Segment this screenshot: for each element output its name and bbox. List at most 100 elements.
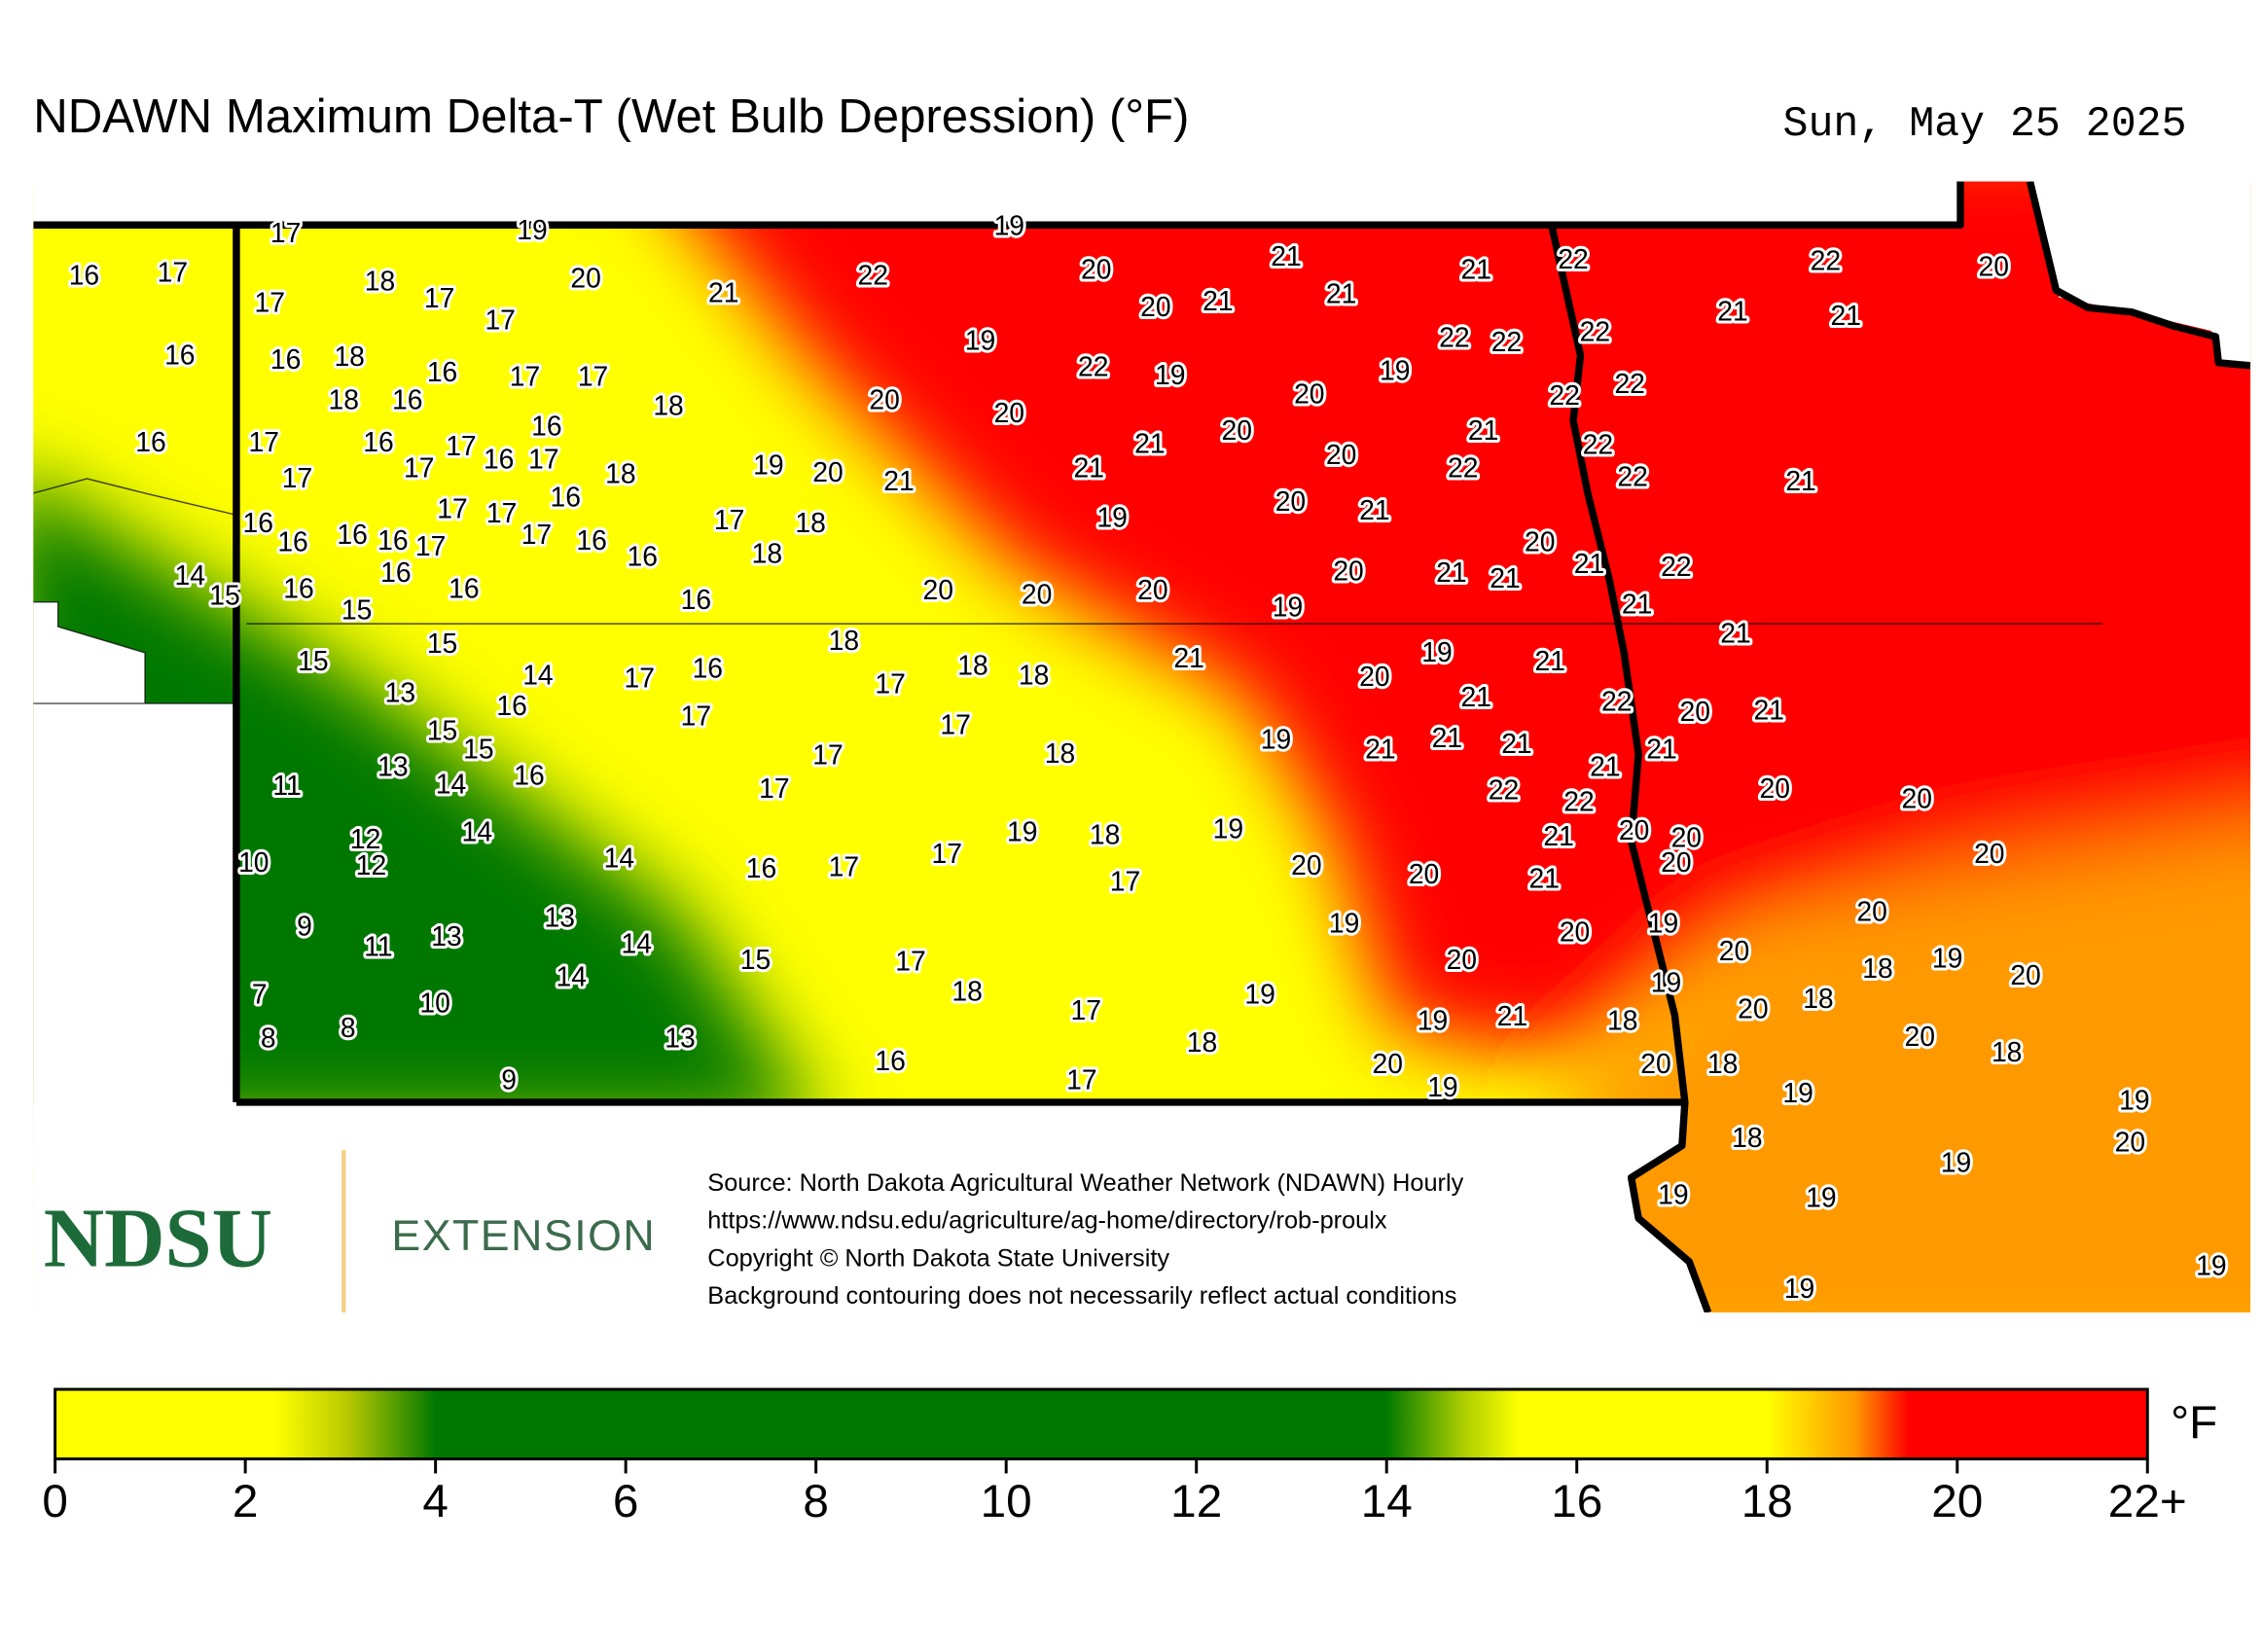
station-value: 15 [463, 734, 493, 765]
station-value: 18 [1992, 1036, 2022, 1067]
station-value: 21 [1468, 414, 1498, 446]
station-value: 19 [965, 324, 995, 355]
station-value: 22 [1549, 379, 1579, 411]
station-value: 20 [1333, 555, 1363, 586]
station-value: 19 [753, 449, 783, 481]
station-value: 20 [1979, 250, 2009, 281]
source-line: https://www.ndsu.edu/agriculture/ag-home… [707, 1207, 1387, 1235]
station-value: 21 [1574, 548, 1604, 579]
station-value: 17 [415, 530, 446, 561]
station-value: 21 [1203, 285, 1233, 316]
station-value: 21 [1543, 820, 1573, 851]
station-value: 20 [2010, 959, 2040, 990]
station-value: 18 [1090, 819, 1120, 850]
station-value: 17 [437, 492, 467, 523]
station-value: 20 [869, 384, 899, 415]
station-value: 19 [1932, 942, 1962, 973]
station-value: 16 [627, 541, 657, 572]
station-value: 16 [135, 426, 165, 457]
station-value: 14 [604, 843, 634, 874]
station-value: 19 [1658, 1178, 1688, 1209]
station-value: 21 [1432, 722, 1462, 753]
station-value: 20 [1081, 253, 1111, 284]
station-value: 14 [462, 816, 492, 847]
station-value: 20 [1974, 838, 2004, 869]
station-value: 17 [812, 739, 843, 771]
contour-orange [1565, 827, 2251, 1313]
station-value: 19 [1784, 1273, 1814, 1304]
station-value: 18 [829, 625, 859, 656]
station-value: 18 [752, 538, 782, 569]
station-value: 19 [1096, 501, 1127, 532]
station-value: 16 [427, 356, 457, 387]
station-value: 21 [1534, 645, 1564, 676]
station-value: 19 [1427, 1071, 1457, 1102]
station-value: 19 [1273, 592, 1303, 623]
station-value: 18 [328, 384, 358, 415]
station-value: 12 [356, 849, 386, 880]
station-value: 16 [377, 524, 408, 556]
station-value: 15 [209, 580, 239, 611]
station-value: 20 [1856, 896, 1886, 927]
station-value: 21 [1074, 452, 1104, 484]
station-value: 16 [380, 557, 411, 588]
state-borders [33, 181, 2251, 1313]
station-value: 20 [1525, 526, 1555, 557]
station-value: 13 [545, 902, 575, 933]
station-value: 20 [2115, 1127, 2145, 1158]
station-value: 17 [578, 361, 608, 392]
station-value: 18 [951, 976, 982, 1007]
station-value: 18 [1707, 1048, 1738, 1079]
station-value: 19 [1651, 967, 1681, 998]
station-value: 22 [1563, 785, 1594, 816]
station-value: 17 [249, 426, 279, 457]
station-value: 17 [1110, 865, 1140, 896]
station-value: 20 [1291, 849, 1321, 880]
station-value: 20 [1373, 1048, 1403, 1079]
station-value: 20 [1640, 1048, 1670, 1079]
station-value: 22 [1078, 350, 1108, 381]
station-value: 18 [1732, 1122, 1762, 1153]
station-value: 19 [1329, 908, 1359, 939]
source-line: Source: North Dakota Agricultural Weathe… [707, 1169, 1463, 1197]
station-value: 20 [1671, 822, 1702, 853]
colorbar-tick-label: 16 [1551, 1476, 1602, 1527]
station-value: 20 [994, 397, 1024, 428]
station-value: 19 [1244, 979, 1275, 1010]
station-value: 14 [622, 927, 652, 958]
station-value: 20 [1447, 944, 1477, 975]
station-value: 20 [1275, 485, 1306, 517]
station-value: 21 [1529, 862, 1560, 893]
colorbar-tick-label: 22+ [2108, 1476, 2187, 1527]
colorbar-tick-label: 10 [981, 1476, 1032, 1527]
title: NDAWN Maximum Delta-T (Wet Bulb Depressi… [33, 90, 1189, 143]
station-value: 20 [1661, 846, 1691, 878]
station-value: 17 [424, 282, 454, 313]
station-value: 21 [1497, 1000, 1527, 1031]
station-value: 20 [1137, 574, 1167, 605]
station-value: 20 [1140, 291, 1170, 322]
station-value: 17 [875, 668, 905, 700]
station-value: 17 [829, 850, 859, 881]
source-line: Background contouring does not necessari… [707, 1282, 1456, 1310]
station-value: 22 [1661, 551, 1691, 582]
station-value: 21 [1501, 728, 1531, 759]
station-value: 14 [522, 660, 553, 691]
station-value: 15 [740, 944, 771, 975]
station-value: 18 [605, 458, 635, 489]
station-value: 20 [1022, 578, 1052, 609]
station-value: 9 [501, 1064, 517, 1095]
station-value: 8 [261, 1022, 276, 1053]
station-value: 22 [857, 259, 887, 290]
colorbar-tick-label: 20 [1931, 1476, 1983, 1527]
station-value: 10 [419, 988, 449, 1019]
station-value: 17 [282, 462, 312, 493]
station-value: 19 [517, 214, 547, 245]
station-value: 16 [484, 444, 514, 475]
date: Sun, May 25 2025 [1783, 100, 2187, 148]
station-value: 21 [1590, 751, 1620, 782]
station-value: 20 [1560, 916, 1590, 948]
station-value: 19 [1418, 1004, 1448, 1035]
station-value: 20 [1359, 661, 1389, 692]
station-value: 17 [521, 519, 552, 550]
